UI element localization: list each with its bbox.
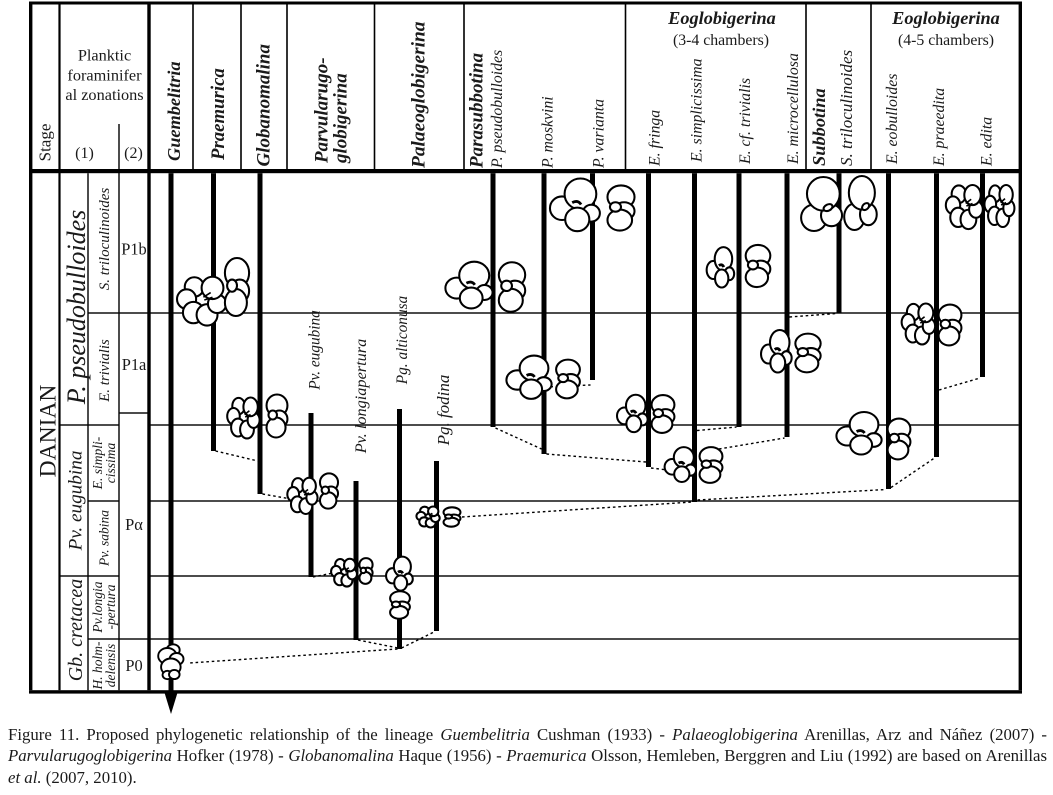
svg-text:Subbotina: Subbotina <box>809 88 829 166</box>
svg-text:Parasubbotina: Parasubbotina <box>467 52 488 169</box>
svg-text:globigerina: globigerina <box>331 73 352 164</box>
svg-text:Pv. eugubina: Pv. eugubina <box>66 451 87 552</box>
svg-text:P1a: P1a <box>122 355 147 374</box>
svg-text:Eoglobigerina: Eoglobigerina <box>667 8 776 28</box>
svg-text:Pv.longia: Pv.longia <box>90 581 105 633</box>
svg-text:DANIAN: DANIAN <box>36 385 62 478</box>
svg-text:Globanomalina: Globanomalina <box>254 44 275 167</box>
svg-text:Pv. eugubina: Pv. eugubina <box>307 310 324 391</box>
svg-text:E. edita: E. edita <box>978 117 995 167</box>
svg-text:S. triloculinoides: S. triloculinoides <box>837 49 856 166</box>
svg-text:E. eobulloides: E. eobulloides <box>884 74 901 165</box>
svg-text:(1): (1) <box>75 145 94 162</box>
svg-text:foraminifer: foraminifer <box>67 66 142 85</box>
svg-text:Palaeoglobigerina: Palaeoglobigerina <box>409 21 430 169</box>
svg-text:P. varianta: P. varianta <box>590 99 607 169</box>
svg-text:E. fringa: E. fringa <box>646 110 663 167</box>
svg-text:Eoglobigerina: Eoglobigerina <box>891 8 1000 28</box>
svg-text:P1b: P1b <box>121 240 147 259</box>
svg-text:S. triloculinoides: S. triloculinoides <box>97 188 113 291</box>
svg-text:E. simplicissima: E. simplicissima <box>688 58 705 163</box>
svg-text:Stage: Stage <box>35 124 54 162</box>
svg-text:E. microcellulosa: E. microcellulosa <box>785 53 802 165</box>
svg-text:Parvularugo-: Parvularugo- <box>312 57 333 164</box>
svg-text:Praemurica: Praemurica <box>208 68 229 161</box>
svg-text:Pv. sabina: Pv. sabina <box>97 510 112 567</box>
svg-text:cissima: cissima <box>103 443 118 484</box>
svg-text:P. pseudobulloides: P. pseudobulloides <box>62 210 91 406</box>
svg-text:Gb. cretacea: Gb. cretacea <box>65 579 87 682</box>
svg-text:(3-4 chambers): (3-4 chambers) <box>673 32 769 49</box>
svg-text:E. simpli-: E. simpli- <box>90 436 105 490</box>
svg-text:E. cf. trivialis: E. cf. trivialis <box>737 78 754 165</box>
svg-text:-pertura: -pertura <box>103 584 118 629</box>
svg-text:al zonations: al zonations <box>65 85 143 104</box>
svg-text:Pα: Pα <box>125 515 143 534</box>
svg-text:delensis: delensis <box>103 644 118 688</box>
svg-text:(4-5 chambers): (4-5 chambers) <box>898 32 994 49</box>
svg-text:Planktic: Planktic <box>78 46 131 65</box>
svg-text:H. holm-: H. holm- <box>90 641 105 690</box>
svg-text:Guembelitria: Guembelitria <box>164 61 184 161</box>
svg-text:(2): (2) <box>124 145 143 162</box>
svg-text:Pg. alticonusa: Pg. alticonusa <box>394 295 411 385</box>
svg-text:P0: P0 <box>125 656 142 675</box>
svg-text:E. praeedita: E. praeedita <box>931 88 948 167</box>
svg-text:Pv. longiapertura: Pv. longiapertura <box>351 339 370 455</box>
svg-text:P. moskvini: P. moskvini <box>539 96 556 169</box>
svg-text:Pg. fodina: Pg. fodina <box>434 375 453 447</box>
svg-text:E. trivialis: E. trivialis <box>97 339 113 403</box>
svg-text:P. pseudobulloides: P. pseudobulloides <box>489 50 506 169</box>
